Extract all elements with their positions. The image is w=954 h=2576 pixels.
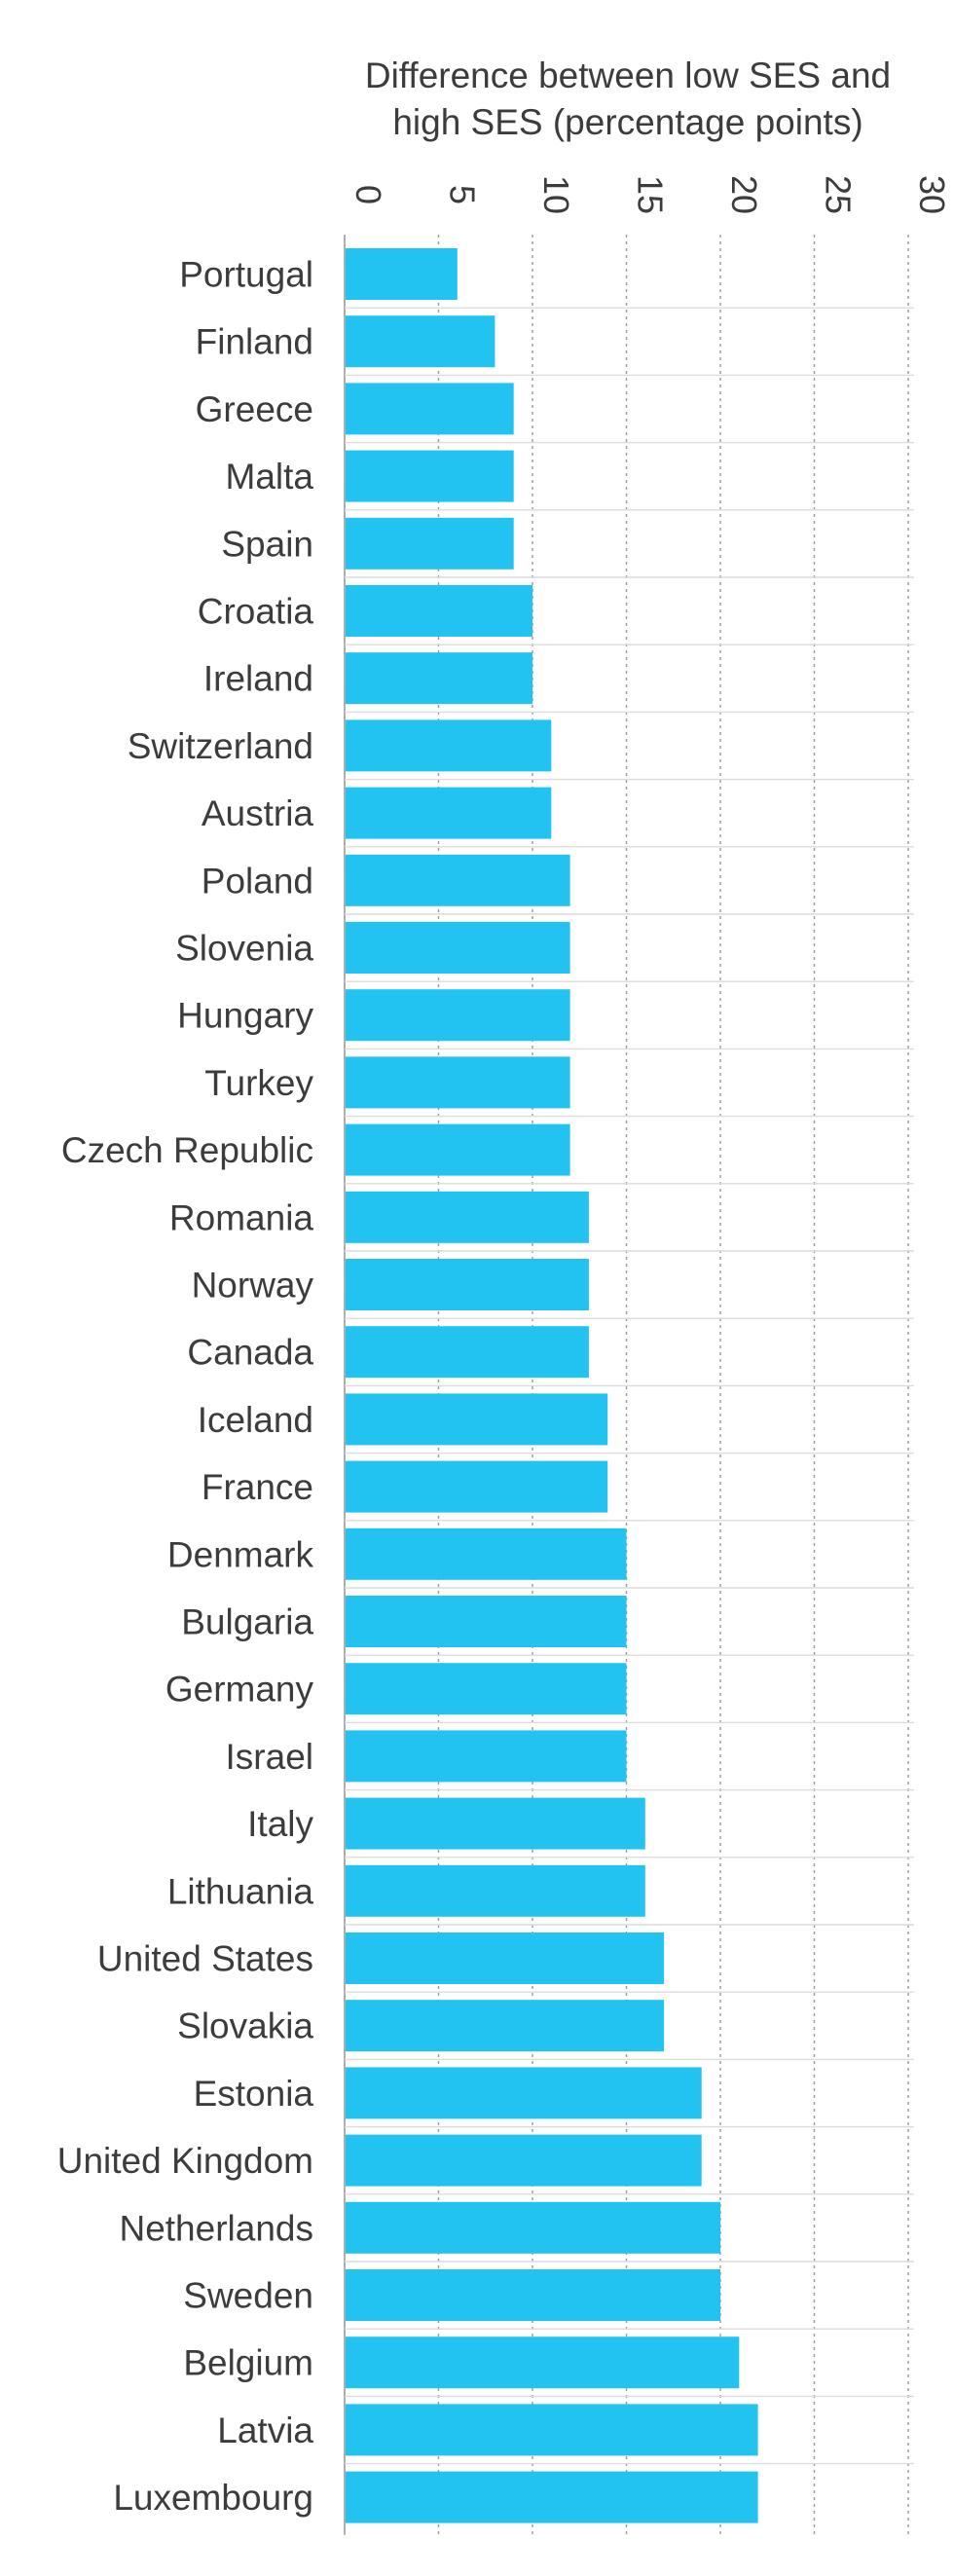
bar-hungary bbox=[346, 989, 570, 1042]
category-label: Portugal bbox=[179, 255, 313, 295]
bar-greece bbox=[346, 383, 514, 435]
bar-romania bbox=[346, 1191, 589, 1243]
category-label: France bbox=[202, 1467, 313, 1507]
category-label: Greece bbox=[196, 389, 313, 429]
x-tick-label: 10 bbox=[536, 175, 576, 214]
category-label: Lithuania bbox=[167, 1871, 314, 1911]
bar-poland bbox=[346, 854, 570, 906]
bar-slovenia bbox=[346, 922, 570, 974]
bar-bulgaria bbox=[346, 1596, 627, 1647]
bar-luxembourg bbox=[346, 2471, 758, 2523]
x-tick-label: 25 bbox=[819, 175, 859, 214]
category-label: Bulgaria bbox=[181, 1602, 313, 1642]
bar-czech-republic bbox=[346, 1123, 570, 1176]
category-label: Canada bbox=[187, 1333, 313, 1373]
category-label: Poland bbox=[202, 861, 313, 901]
category-label: Slovenia bbox=[175, 929, 313, 969]
bar-ireland bbox=[346, 652, 532, 705]
x-tick-label: 30 bbox=[912, 175, 952, 214]
category-label: Israel bbox=[226, 1737, 313, 1777]
bar-france bbox=[346, 1460, 608, 1513]
bar-turkey bbox=[346, 1056, 570, 1109]
category-label: Croatia bbox=[198, 592, 314, 632]
category-label: Iceland bbox=[198, 1400, 313, 1440]
category-label: Latvia bbox=[217, 2410, 313, 2450]
category-label: Hungary bbox=[177, 996, 313, 1036]
category-label: Denmark bbox=[167, 1534, 314, 1574]
bar-malta bbox=[346, 450, 514, 502]
bar-switzerland bbox=[346, 719, 552, 772]
bar-united-states bbox=[346, 1932, 665, 1984]
bar-finland bbox=[346, 315, 495, 368]
bar-israel bbox=[346, 1730, 627, 1783]
bar-portugal bbox=[346, 248, 458, 300]
category-label: Belgium bbox=[183, 2343, 313, 2383]
x-tick-label: 0 bbox=[349, 185, 388, 204]
x-tick-label: 20 bbox=[724, 175, 764, 214]
bar-norway bbox=[346, 1259, 589, 1310]
bar-denmark bbox=[346, 1527, 627, 1580]
bar-united-kingdom bbox=[346, 2134, 702, 2187]
bar-estonia bbox=[346, 2067, 702, 2119]
bar-netherlands bbox=[346, 2201, 720, 2254]
category-label: Norway bbox=[192, 1266, 314, 1306]
category-label: Sweden bbox=[183, 2276, 313, 2316]
category-label: Switzerland bbox=[128, 726, 313, 766]
category-label: Romania bbox=[169, 1197, 313, 1237]
bar-germany bbox=[346, 1663, 627, 1715]
category-label: Czech Republic bbox=[61, 1130, 313, 1170]
bar-belgium bbox=[346, 2337, 740, 2389]
bar-spain bbox=[346, 517, 514, 570]
category-label: Finland bbox=[196, 322, 313, 362]
category-label: Turkey bbox=[204, 1063, 313, 1103]
x-tick-label: 15 bbox=[631, 175, 671, 214]
category-label: United States bbox=[97, 1939, 313, 1979]
category-label: Estonia bbox=[194, 2074, 314, 2114]
category-label: Ireland bbox=[203, 659, 313, 699]
bar-slovakia bbox=[346, 2000, 665, 2052]
bar-lithuania bbox=[346, 1864, 645, 1917]
category-label: Malta bbox=[226, 457, 314, 497]
category-label: Italy bbox=[247, 1804, 313, 1844]
category-label: Luxembourg bbox=[113, 2478, 313, 2518]
category-label: Spain bbox=[221, 524, 313, 564]
bar-iceland bbox=[346, 1393, 608, 1446]
category-label: United Kingdom bbox=[57, 2141, 313, 2181]
bar-canada bbox=[346, 1326, 589, 1379]
chart-title-line-2: high SES (percentage points) bbox=[392, 102, 862, 142]
category-label: Germany bbox=[165, 1670, 314, 1710]
bar-croatia bbox=[346, 585, 532, 637]
chart-title-line-1: Difference between low SES and bbox=[365, 55, 891, 95]
bar-sweden bbox=[346, 2269, 720, 2321]
bar-latvia bbox=[346, 2404, 758, 2456]
x-tick-label: 5 bbox=[443, 185, 483, 204]
category-label: Austria bbox=[202, 793, 314, 833]
bar-austria bbox=[346, 787, 552, 839]
bar-italy bbox=[346, 1797, 645, 1850]
category-label: Slovakia bbox=[177, 2006, 313, 2046]
category-label: Netherlands bbox=[119, 2208, 313, 2248]
